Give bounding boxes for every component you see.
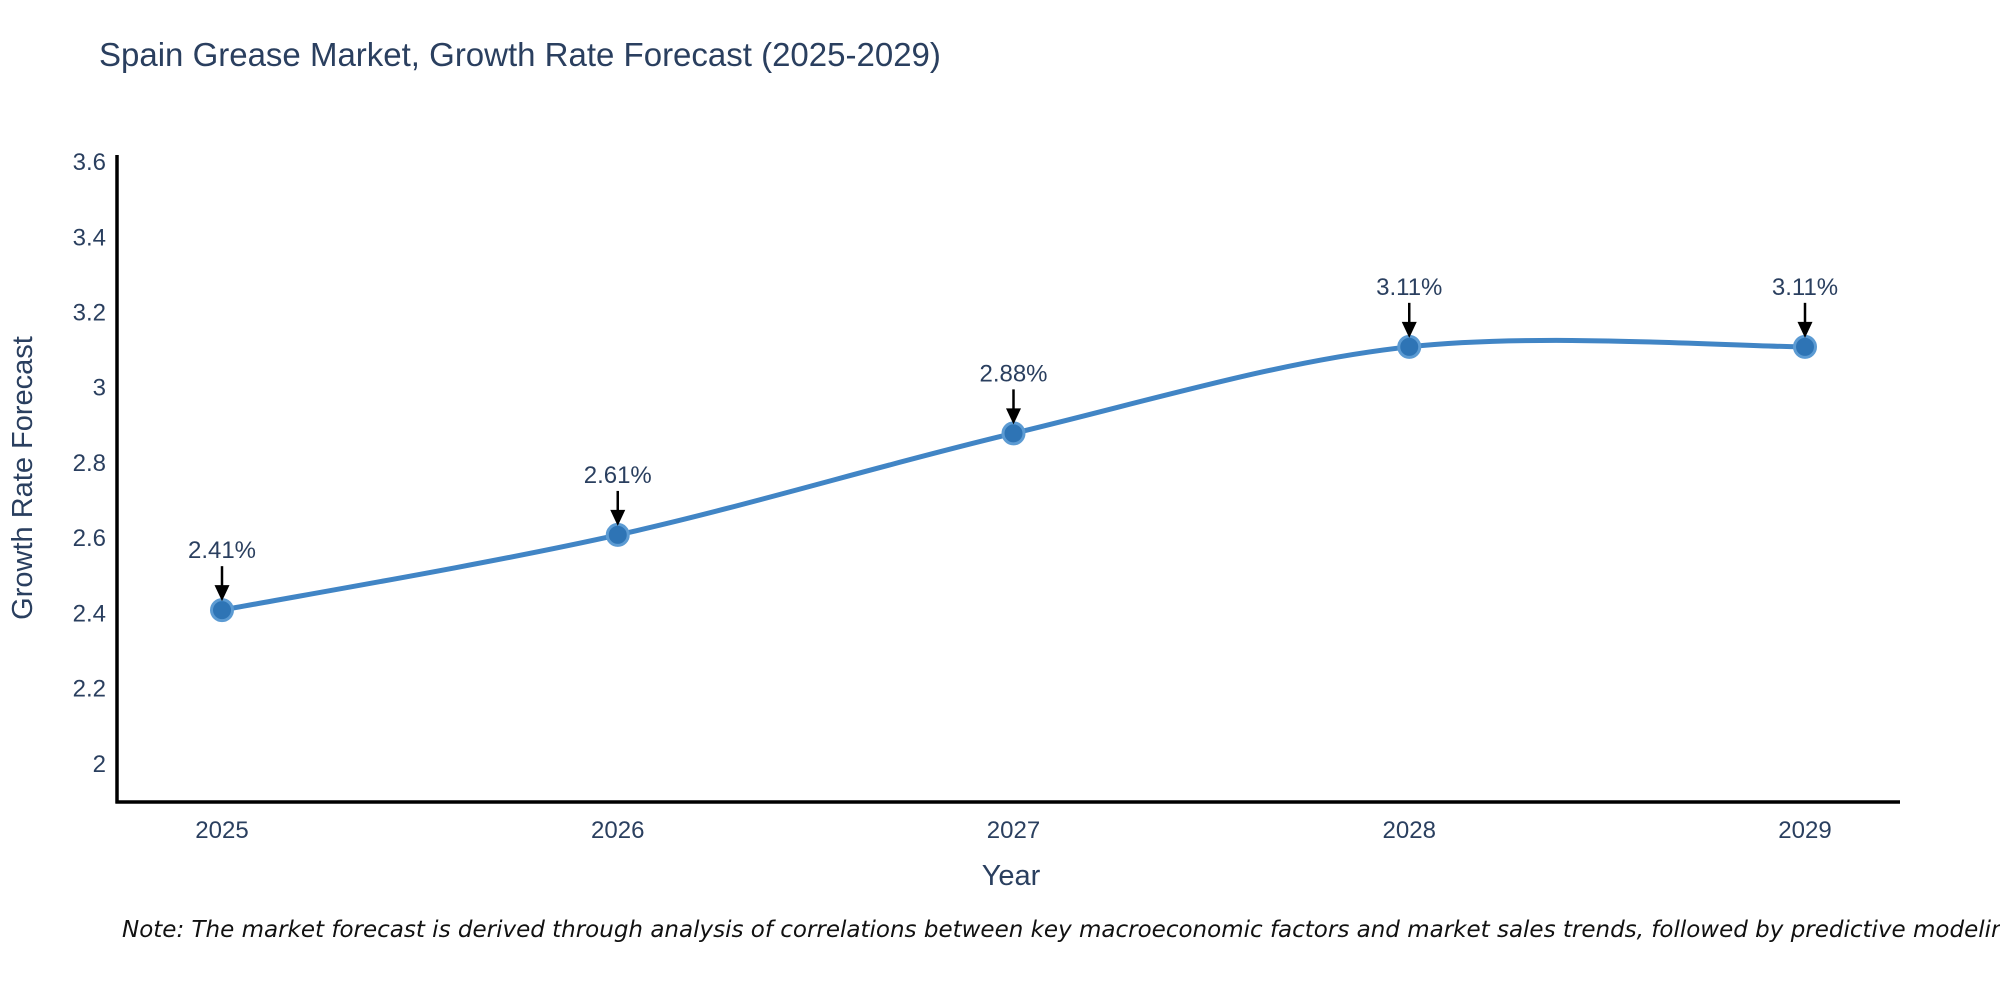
x-tick-label: 2029 bbox=[1778, 817, 1831, 844]
x-axis-title: Year bbox=[982, 860, 1041, 892]
annotation-label: 3.11% bbox=[1376, 274, 1442, 301]
data-point-marker[interactable] bbox=[1793, 334, 1817, 359]
data-point-marker[interactable] bbox=[210, 598, 234, 623]
x-tick-label: 2027 bbox=[987, 817, 1040, 844]
annotation-arrowhead bbox=[214, 585, 230, 602]
annotation-label: 3.11% bbox=[1772, 274, 1838, 301]
annotation-arrowhead bbox=[610, 509, 626, 526]
annotation-label: 2.88% bbox=[979, 360, 1047, 387]
data-point-marker[interactable] bbox=[1001, 421, 1026, 446]
y-tick-label: 2.6 bbox=[73, 525, 106, 552]
chart-title: Spain Grease Market, Growth Rate Forecas… bbox=[99, 36, 941, 73]
annotation-arrowhead bbox=[1797, 321, 1813, 338]
y-tick-label: 2 bbox=[93, 751, 106, 778]
y-tick-label: 3.2 bbox=[73, 299, 106, 326]
annotation-label: 2.41% bbox=[188, 537, 256, 564]
x-tick-label: 2026 bbox=[591, 817, 644, 844]
x-tick-label: 2028 bbox=[1383, 817, 1436, 844]
annotation-layer: 2.41% 2.61% 2.88% 3.11% 3.11% bbox=[188, 274, 1838, 602]
y-tick-label: 3 bbox=[93, 375, 106, 402]
y-tick-label: 2.8 bbox=[73, 450, 106, 477]
axes-layer: 2 2.2 2.4 2.6 2.8 3 3.2 3.4 3.6 2025 2026 2027 2028 2… bbox=[73, 149, 1900, 844]
x-tick-label: 2025 bbox=[195, 817, 248, 844]
y-tick-label: 3.6 bbox=[73, 149, 106, 176]
y-tick-label: 3.4 bbox=[73, 224, 106, 251]
y-tick-label: 2.2 bbox=[73, 676, 106, 703]
data-point-marker[interactable] bbox=[605, 522, 630, 547]
y-axis-title: Growth Rate Forecast bbox=[7, 336, 39, 620]
data-point-marker[interactable] bbox=[1397, 334, 1422, 359]
y-tick-label: 2.4 bbox=[73, 600, 106, 627]
annotation-arrowhead bbox=[1401, 321, 1417, 338]
annotation-label: 2.61% bbox=[584, 462, 652, 489]
annotation-arrowhead bbox=[1006, 408, 1021, 425]
footnote: Note: The market forecast is derived thr… bbox=[122, 917, 2000, 943]
